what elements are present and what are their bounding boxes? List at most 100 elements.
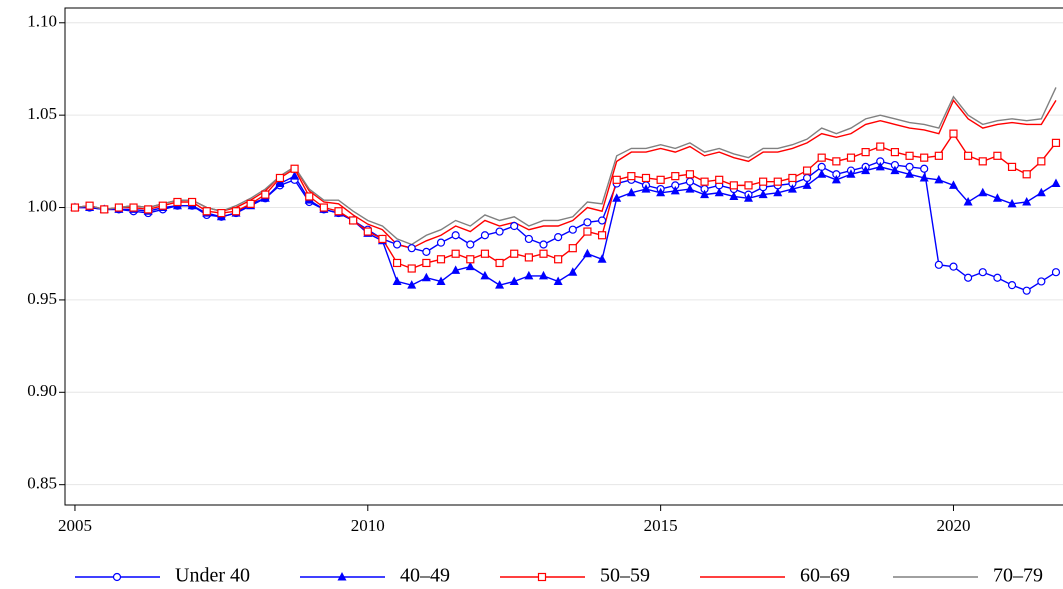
marker	[597, 231, 607, 240]
legend-label: Under 40	[175, 565, 250, 587]
marker	[451, 249, 460, 258]
series-line	[74, 87, 1057, 246]
marker	[275, 178, 285, 188]
marker	[480, 231, 490, 240]
marker	[1036, 187, 1046, 197]
marker	[524, 253, 533, 262]
marker	[729, 191, 739, 200]
marker	[626, 187, 636, 197]
marker	[992, 193, 1002, 202]
marker	[509, 276, 519, 285]
marker	[466, 255, 475, 264]
marker	[568, 225, 577, 234]
marker	[524, 234, 533, 244]
marker	[846, 169, 856, 178]
marker	[905, 169, 915, 178]
marker	[1051, 178, 1061, 188]
marker	[422, 258, 431, 268]
y-tick-label: 1.00	[27, 196, 57, 215]
marker	[832, 157, 841, 166]
marker	[202, 207, 211, 216]
marker	[129, 203, 138, 212]
marker	[1022, 196, 1032, 206]
marker	[363, 227, 372, 236]
legend-item: Under 40	[75, 565, 250, 587]
marker	[831, 174, 841, 184]
marker	[773, 187, 783, 197]
marker	[685, 170, 695, 179]
marker	[920, 153, 929, 162]
marker	[114, 203, 123, 212]
marker	[583, 227, 592, 236]
marker	[656, 175, 665, 184]
marker	[436, 255, 446, 264]
marker	[554, 233, 563, 242]
marker	[876, 142, 885, 151]
marker	[612, 193, 622, 202]
marker	[539, 270, 549, 280]
marker	[495, 258, 504, 268]
marker	[290, 164, 299, 173]
marker	[1037, 277, 1046, 286]
marker	[144, 205, 153, 214]
marker	[1051, 138, 1061, 147]
marker	[700, 177, 709, 186]
marker	[422, 247, 431, 256]
marker	[934, 151, 943, 160]
marker	[1007, 281, 1017, 290]
marker	[305, 192, 314, 201]
marker	[759, 177, 768, 186]
marker	[337, 572, 347, 581]
grid	[65, 22, 1063, 486]
marker	[510, 221, 519, 231]
marker	[612, 175, 621, 184]
marker	[890, 165, 900, 175]
legend-label: 50–59	[600, 565, 650, 587]
axes: 1.10 1.05 1.00 0.95 0.90 0.85 2005 2010 2015 2020	[27, 12, 970, 535]
marker	[802, 166, 812, 175]
marker	[392, 276, 402, 285]
marker	[568, 267, 578, 276]
marker	[187, 197, 197, 207]
marker	[700, 189, 710, 199]
marker	[949, 262, 958, 271]
marker	[582, 248, 592, 258]
marker	[524, 270, 534, 280]
legend-item: 60–69	[700, 565, 850, 587]
marker	[231, 207, 241, 216]
marker	[246, 199, 255, 208]
marker	[158, 201, 167, 210]
axis-frame	[64, 7, 1063, 506]
marker	[964, 151, 973, 160]
marker	[627, 172, 636, 181]
marker	[407, 244, 416, 253]
marker	[729, 181, 738, 190]
y-tick-label: 0.85	[27, 474, 57, 493]
marker	[787, 184, 797, 193]
marker	[934, 174, 944, 184]
marker	[436, 238, 446, 247]
series-line	[74, 160, 1057, 292]
marker	[290, 171, 300, 180]
marker	[1037, 157, 1046, 166]
legend: Under 40 40–49 50–59 60–69 70–79	[75, 565, 1043, 587]
marker	[407, 280, 417, 289]
marker	[553, 276, 563, 285]
marker	[656, 187, 666, 197]
marker	[890, 148, 900, 157]
y-tick-label: 0.90	[27, 381, 57, 400]
marker	[510, 249, 519, 258]
marker	[641, 173, 651, 183]
marker	[392, 240, 402, 249]
x-tick-label: 2015	[644, 516, 678, 535]
marker	[334, 207, 343, 216]
marker	[407, 264, 416, 273]
marker	[978, 268, 987, 277]
marker	[349, 216, 358, 225]
marker	[70, 203, 80, 212]
legend-label: 60–69	[800, 565, 850, 587]
marker	[861, 148, 870, 157]
legend-label: 40–49	[400, 565, 450, 587]
